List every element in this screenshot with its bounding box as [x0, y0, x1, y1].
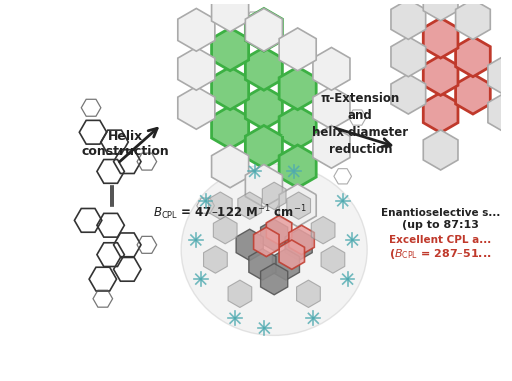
- Polygon shape: [456, 37, 490, 77]
- Polygon shape: [311, 216, 335, 244]
- Polygon shape: [253, 227, 279, 256]
- Polygon shape: [245, 8, 283, 51]
- Polygon shape: [488, 93, 512, 133]
- Polygon shape: [279, 106, 316, 149]
- Polygon shape: [228, 280, 252, 307]
- Polygon shape: [313, 48, 350, 90]
- Polygon shape: [285, 229, 312, 261]
- Polygon shape: [391, 74, 425, 114]
- Text: (up to 87:13: (up to 87:13: [402, 220, 479, 230]
- Polygon shape: [208, 192, 232, 219]
- Text: Enantioselective s...: Enantioselective s...: [381, 208, 500, 218]
- Polygon shape: [423, 130, 458, 170]
- Text: Helix
construction: Helix construction: [81, 130, 169, 158]
- Polygon shape: [249, 249, 276, 280]
- Polygon shape: [289, 225, 314, 255]
- Polygon shape: [261, 219, 288, 251]
- Polygon shape: [296, 280, 321, 307]
- Polygon shape: [456, 74, 490, 114]
- Polygon shape: [321, 246, 345, 273]
- Polygon shape: [272, 249, 300, 280]
- Polygon shape: [204, 246, 227, 273]
- Polygon shape: [211, 28, 249, 71]
- Polygon shape: [423, 93, 458, 133]
- Polygon shape: [266, 216, 292, 245]
- Polygon shape: [238, 192, 262, 219]
- Polygon shape: [287, 192, 310, 219]
- Polygon shape: [178, 48, 215, 90]
- Polygon shape: [423, 55, 458, 95]
- Polygon shape: [456, 0, 490, 39]
- Polygon shape: [245, 86, 283, 129]
- Polygon shape: [279, 28, 316, 71]
- Polygon shape: [211, 67, 249, 110]
- Polygon shape: [211, 145, 249, 188]
- Ellipse shape: [181, 164, 367, 335]
- Polygon shape: [178, 8, 215, 51]
- Polygon shape: [236, 229, 263, 261]
- Polygon shape: [279, 145, 316, 188]
- Text: $B_\mathrm{CPL}$ = 47–122 M$^{-1}$ cm$^{-1}$: $B_\mathrm{CPL}$ = 47–122 M$^{-1}$ cm$^{…: [153, 203, 307, 222]
- Polygon shape: [211, 0, 249, 32]
- Polygon shape: [262, 182, 286, 210]
- Polygon shape: [391, 0, 425, 39]
- Polygon shape: [423, 18, 458, 58]
- Polygon shape: [245, 8, 283, 51]
- Polygon shape: [313, 86, 350, 129]
- Polygon shape: [245, 48, 283, 90]
- Polygon shape: [279, 240, 305, 269]
- Polygon shape: [279, 67, 316, 110]
- Polygon shape: [423, 0, 458, 21]
- Polygon shape: [488, 55, 512, 95]
- Polygon shape: [313, 125, 350, 168]
- Polygon shape: [214, 216, 237, 244]
- Polygon shape: [178, 86, 215, 129]
- Text: ($B_\mathrm{CPL}$ = 287–51...: ($B_\mathrm{CPL}$ = 287–51...: [390, 247, 492, 261]
- Polygon shape: [391, 37, 425, 77]
- Polygon shape: [261, 263, 288, 295]
- Text: π-Extension
and
helix diameter
reduction: π-Extension and helix diameter reduction: [312, 93, 409, 157]
- Text: Excellent CPL a...: Excellent CPL a...: [390, 235, 492, 245]
- Polygon shape: [245, 165, 283, 207]
- Polygon shape: [245, 125, 283, 168]
- Polygon shape: [211, 106, 249, 149]
- Polygon shape: [279, 184, 316, 227]
